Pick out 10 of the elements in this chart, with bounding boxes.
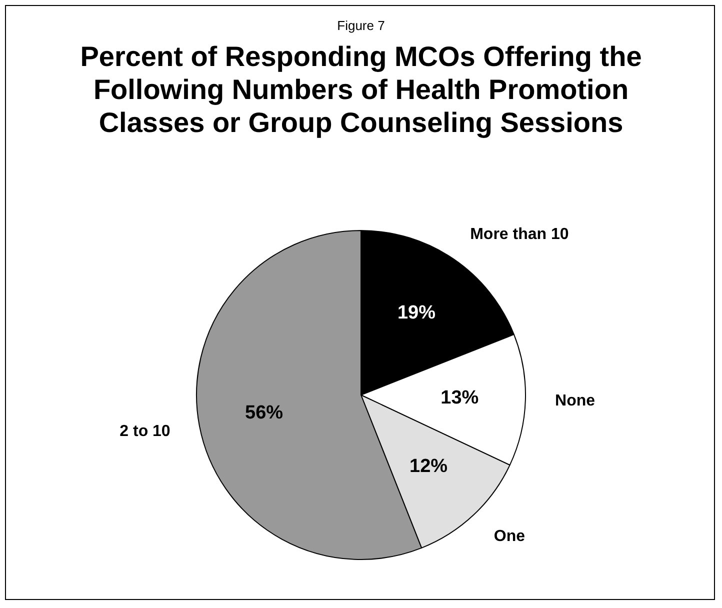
- slice-label: 2 to 10: [120, 422, 170, 440]
- caption: Figure 7: [336, 18, 386, 33]
- slice-label: One: [494, 528, 526, 545]
- slice-label: More than 10: [470, 226, 569, 243]
- data-label: 13%: [440, 387, 479, 408]
- data-label: 12%: [410, 456, 448, 478]
- data-label: 56%: [245, 402, 284, 424]
- slice-label: None: [555, 392, 596, 410]
- chart-title: Percent of Responding MCOs Offering the Following Numbers of Health Promotion Classes or Group Counseling Sessions: [79, 40, 643, 139]
- data-label: 19%: [397, 302, 436, 324]
